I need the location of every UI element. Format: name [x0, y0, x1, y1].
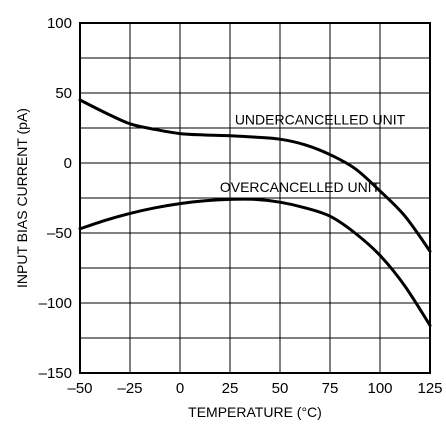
x-tick-label: 100: [367, 380, 392, 397]
series-line-2: [78, 197, 432, 327]
annotation-2: OVERCANCELLED UNIT: [220, 179, 381, 195]
x-tick-label: 75: [322, 380, 339, 397]
grid: [80, 23, 430, 373]
y-axis-label: INPUT BIAS CURRENT (pA): [14, 108, 30, 288]
x-tick-label: 25: [222, 380, 239, 397]
series-group: [78, 98, 432, 327]
annotations: UNDERCANCELLED UNIT OVERCANCELLED UNIT: [220, 112, 406, 195]
plot-frame: [79, 22, 431, 374]
annotation-1: UNDERCANCELLED UNIT: [235, 112, 406, 128]
y-tick-label: 100: [47, 15, 72, 32]
x-tick-label: 50: [272, 380, 289, 397]
y-tick-label: –50: [47, 225, 72, 242]
series-line-1: [78, 98, 432, 253]
y-tick-label: 0: [64, 155, 72, 172]
x-axis-label: TEMPERATURE (°C): [188, 404, 322, 420]
tick-labels: –50 –25 0 25 50 75 100 125 100 50 0 –50 –100 –150: [39, 15, 443, 397]
y-tick-label: 50: [55, 85, 72, 102]
x-tick-label: 0: [176, 380, 184, 397]
y-tick-label: –100: [39, 295, 72, 312]
x-tick-label: –25: [117, 380, 142, 397]
x-tick-label: 125: [417, 380, 442, 397]
y-tick-label: –150: [39, 365, 72, 382]
x-tick-label: –50: [67, 380, 92, 397]
